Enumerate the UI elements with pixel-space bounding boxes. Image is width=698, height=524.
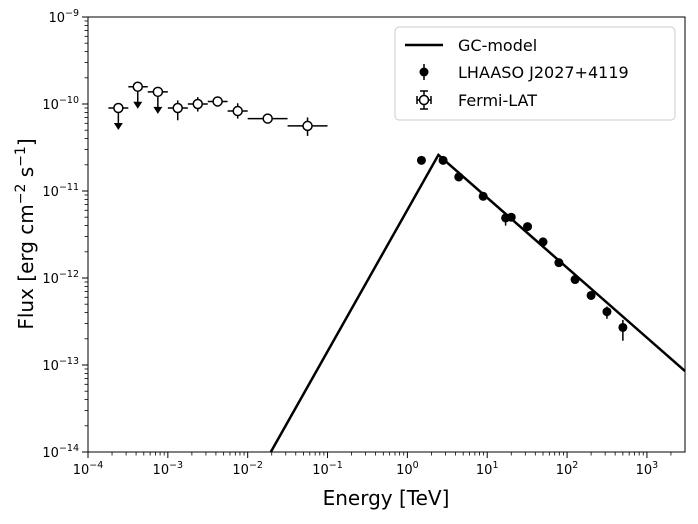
fermi-point [232,105,243,117]
fermi-point [302,120,313,132]
lhaaso-point [438,155,448,165]
legend-box [394,26,676,121]
fermi-point [262,113,273,124]
legend-fermi-label: Fermi-LAT [458,91,537,110]
x-axis-title: Energy [TeV] [323,486,450,510]
x-tick-label: 100 [396,460,419,478]
x-tick-label: 10−4 [73,460,104,478]
lhaaso-point [602,307,612,317]
x-tick-label: 101 [476,460,499,478]
y-tick-label: 10−13 [42,356,79,374]
fermi-point [152,86,164,98]
legend-lhaaso-marker [419,67,429,77]
fermi-point [192,98,204,110]
plot-frame [87,16,686,453]
lhaaso-point [478,191,488,201]
legend-gc-model-label: GC-model [458,36,537,55]
fermi-point [132,81,144,92]
lhaaso-point [618,322,628,332]
y-tick-label: 10−9 [48,8,79,26]
fermi-upper-limit-arrow [133,101,143,109]
series-layer [108,81,686,453]
fermi-upper-limit-arrow [113,122,123,130]
lhaaso-point [523,222,533,232]
y-tick-label: 10−14 [42,443,79,461]
x-tick-label: 10−2 [232,460,263,478]
fermi-point [113,102,124,114]
lhaaso-point [586,290,596,300]
y-tick-label: 10−10 [42,95,79,113]
lhaaso-point [554,258,564,268]
x-tick-label: 10−3 [153,460,184,478]
y-tick-label: 10−11 [42,182,79,200]
legend-fermi-marker [418,94,430,106]
lhaaso-point [506,212,516,222]
tick-layer: 10−4 10−3 10−2 10−1 100 101 102 103 10−14 10−13 10… [42,8,672,478]
x-tick-label: 103 [636,460,659,478]
lhaaso-point [454,172,464,182]
x-tick-label: 10−1 [312,460,343,478]
fermi-point [172,102,183,114]
x-tick-label: 102 [556,460,579,478]
lhaaso-point [538,237,548,247]
y-tick-label: 10−12 [42,269,79,287]
fermi-point [212,96,223,107]
legend: GC-model LHAASO J2027+4119 Fermi-LAT [394,26,676,121]
legend-lhaaso-label: LHAASO J2027+4119 [458,63,629,82]
lhaaso-point [416,155,426,165]
gc-model-line [269,152,686,453]
fermi-upper-limit-arrow [153,106,163,114]
lhaaso-point [570,275,580,285]
y-axis-title: Flux [erg cm−2 s−1] [13,138,38,329]
